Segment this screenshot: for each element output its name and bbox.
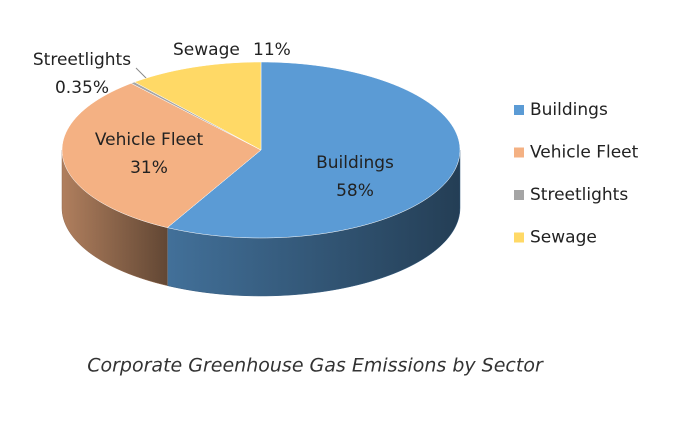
- slice-top: [166, 61, 461, 239]
- legend-swatch: [514, 232, 524, 243]
- legend-label: Streetlights: [530, 185, 628, 205]
- data-label: 0.35%: [55, 78, 109, 98]
- legend-swatch: [514, 105, 524, 115]
- chart-title: Corporate Greenhouse Gas Emissions by Se…: [87, 355, 544, 377]
- legend-label: Buildings: [530, 100, 608, 120]
- legend-label: Sewage: [530, 228, 597, 248]
- data-label: 31%: [130, 158, 168, 178]
- legend-swatch: [514, 147, 524, 158]
- data-label-name: Vehicle Fleet: [95, 130, 204, 150]
- data-label: 58%: [336, 181, 374, 201]
- slice: [61, 83, 262, 286]
- slice-top: [61, 83, 262, 228]
- slice-top: [133, 61, 262, 151]
- data-label: 11%: [253, 40, 291, 60]
- data-label-name: Sewage: [173, 40, 240, 60]
- legend-label: Vehicle Fleet: [530, 143, 639, 163]
- data-label-name: Streetlights: [33, 50, 131, 70]
- slice: [133, 61, 262, 151]
- legend-swatch: [514, 190, 524, 200]
- data-label-name: Buildings: [316, 153, 394, 173]
